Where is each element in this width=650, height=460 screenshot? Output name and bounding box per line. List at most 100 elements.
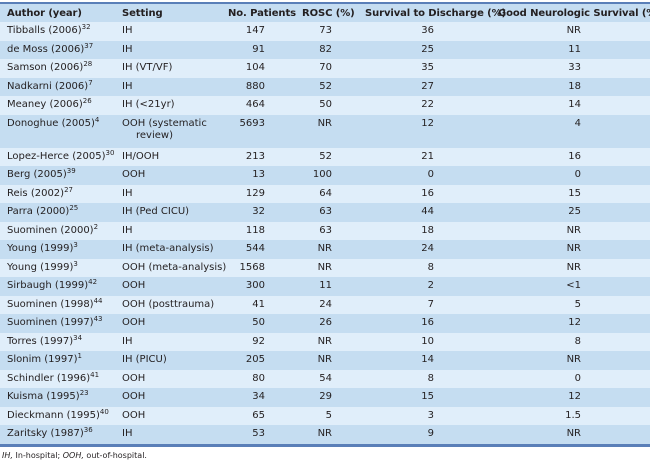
cell-survival: 2 bbox=[427, 280, 434, 291]
table-row: Suominen (1998)44 OOH (posttrauma) 41 24 7 5 bbox=[0, 295, 650, 315]
reference-number: 41 bbox=[90, 370, 100, 379]
cell-author: Suominen (1998)44 bbox=[0, 296, 115, 315]
cell-setting: IH bbox=[122, 335, 133, 347]
cell-setting: IH (VT/VF) bbox=[122, 62, 173, 73]
author-name: Young (1999) bbox=[7, 261, 74, 273]
reference-number: 27 bbox=[64, 185, 73, 194]
table-row: Sirbaugh (1999)42 OOH 300 11 2 <1 bbox=[0, 277, 650, 296]
cell-patients: 129 bbox=[245, 187, 265, 199]
author-name: Donoghue (2005) bbox=[7, 117, 95, 129]
cell-survival: 16 bbox=[421, 187, 434, 199]
reference-number: 34 bbox=[73, 333, 83, 342]
cell-patients: 53 bbox=[252, 428, 265, 439]
cell-rosc: NR bbox=[317, 243, 332, 254]
setting-line-1: OOH (systematic bbox=[122, 117, 207, 129]
author-name: Lopez-Herce (2005) bbox=[7, 150, 106, 162]
cell-rosc: 73 bbox=[319, 25, 332, 36]
cell-neuro: 5 bbox=[574, 298, 581, 310]
author-name: Tibballs (2006) bbox=[7, 25, 82, 36]
author-name: Suominen (1997) bbox=[7, 317, 94, 328]
cell-author: Schindler (1996)41 bbox=[0, 370, 115, 389]
cell-survival: 18 bbox=[421, 224, 434, 236]
author-name: Berg (2005) bbox=[7, 169, 67, 180]
table-row: Suominen (1997)43 OOH 50 26 16 12 bbox=[0, 314, 650, 333]
cell-neuro: 33 bbox=[568, 62, 581, 73]
cell-author: Dieckmann (1995)40 bbox=[0, 407, 115, 426]
cell-rosc: 26 bbox=[319, 317, 332, 328]
cell-rosc: 64 bbox=[319, 187, 332, 199]
table-row: Meaney (2006)26 IH (<21yr) 464 50 22 14 bbox=[0, 96, 650, 115]
cell-patients: 300 bbox=[245, 280, 265, 291]
cpr-outcomes-table: Author (year) Setting No. Patients ROSC … bbox=[0, 2, 650, 447]
cell-setting: OOH bbox=[122, 391, 146, 402]
author-name: Kuisma (1995) bbox=[7, 391, 80, 402]
table-row: Slonim (1997)1 IH (PICU) 205 NR 14 NR bbox=[0, 351, 650, 370]
cell-author: Lopez-Herce (2005)30 bbox=[0, 148, 115, 167]
cell-author: Tibballs (2006)32 bbox=[0, 22, 115, 41]
table-row: de Moss (2006)37 IH 91 82 25 11 bbox=[0, 40, 650, 60]
reference-number: 32 bbox=[81, 23, 91, 31]
cell-neuro: 4 bbox=[574, 117, 581, 129]
table-row: Torres (1997)34 IH 92 NR 10 8 bbox=[0, 332, 650, 351]
table-row: Samson (2006)28 IH (VT/VF) 104 70 35 33 bbox=[0, 59, 650, 78]
cell-survival: 25 bbox=[421, 43, 434, 55]
cell-setting: OOH bbox=[122, 409, 146, 421]
table-row: Berg (2005)39 OOH 13 100 0 0 bbox=[0, 166, 650, 185]
cell-neuro: 0 bbox=[574, 169, 581, 180]
cell-patients: 104 bbox=[245, 62, 265, 73]
cell-neuro: NR bbox=[566, 428, 581, 439]
cell-survival: 24 bbox=[421, 243, 434, 254]
cell-setting: OOH (meta-analysis) bbox=[122, 261, 227, 273]
reference-number: 2 bbox=[93, 222, 99, 231]
cell-setting: IH bbox=[122, 224, 133, 236]
author-name: Meaney (2006) bbox=[7, 99, 83, 110]
cell-survival: 14 bbox=[421, 354, 434, 365]
reference-number: 4 bbox=[94, 115, 100, 124]
cell-neuro: 16 bbox=[568, 150, 581, 162]
cell-setting: OOH bbox=[122, 169, 146, 180]
cell-author: Meaney (2006)26 bbox=[0, 96, 115, 115]
reference-number: 40 bbox=[99, 407, 109, 416]
cell-survival: 0 bbox=[427, 169, 434, 180]
author-name: Torres (1997) bbox=[7, 335, 74, 347]
reference-number: 28 bbox=[83, 60, 93, 68]
cell-rosc: 52 bbox=[319, 80, 332, 92]
cell-author: de Moss (2006)37 bbox=[0, 41, 115, 60]
cell-author: Young (1999)3 bbox=[0, 259, 115, 278]
cell-rosc: 70 bbox=[319, 62, 332, 73]
cell-author: Zaritsky (1987)36 bbox=[0, 425, 115, 445]
cell-neuro: 8 bbox=[574, 335, 581, 347]
cell-survival: 7 bbox=[427, 298, 434, 310]
cell-setting: IH bbox=[122, 43, 133, 55]
author-name: Suominen (1998) bbox=[7, 298, 94, 310]
cell-survival: 44 bbox=[421, 206, 434, 217]
footnote-def-ooh: out-of-hospital. bbox=[83, 450, 147, 460]
author-name: Samson (2006) bbox=[7, 62, 84, 73]
cell-patients: 118 bbox=[245, 224, 265, 236]
reference-number: 25 bbox=[69, 204, 79, 212]
cell-patients: 32 bbox=[252, 206, 265, 217]
cell-setting: IH bbox=[122, 25, 133, 36]
cell-rosc: 82 bbox=[319, 43, 332, 55]
reference-number: 43 bbox=[93, 315, 103, 323]
cell-neuro: NR bbox=[566, 224, 581, 236]
cell-patients: 544 bbox=[245, 243, 265, 254]
cell-author: Slonim (1997)1 bbox=[0, 351, 115, 370]
cell-neuro: 18 bbox=[568, 80, 581, 92]
cell-patients: 147 bbox=[245, 25, 265, 36]
cell-author: Reis (2002)27 bbox=[0, 185, 115, 204]
reference-number: 30 bbox=[105, 148, 115, 157]
cell-rosc: NR bbox=[317, 354, 332, 365]
header-author: Author (year) bbox=[7, 7, 82, 19]
cell-rosc: 54 bbox=[319, 372, 332, 384]
cell-survival: 9 bbox=[427, 428, 434, 439]
table-row: Parra (2000)25 IH (Ped CICU) 32 63 44 25 bbox=[0, 203, 650, 222]
cell-rosc: 100 bbox=[312, 169, 332, 180]
cell-setting: IH (<21yr) bbox=[122, 99, 175, 110]
table-header-row: Author (year) Setting No. Patients ROSC … bbox=[0, 3, 650, 22]
cell-patients: 464 bbox=[245, 99, 265, 110]
table-row: Zaritsky (1987)36 IH 53 NR 9 NR bbox=[0, 425, 650, 445]
table-row: Tibballs (2006)32 IH 147 73 36 NR bbox=[0, 22, 650, 41]
cell-neuro: 25 bbox=[568, 206, 581, 217]
cell-survival: 3 bbox=[427, 409, 434, 421]
